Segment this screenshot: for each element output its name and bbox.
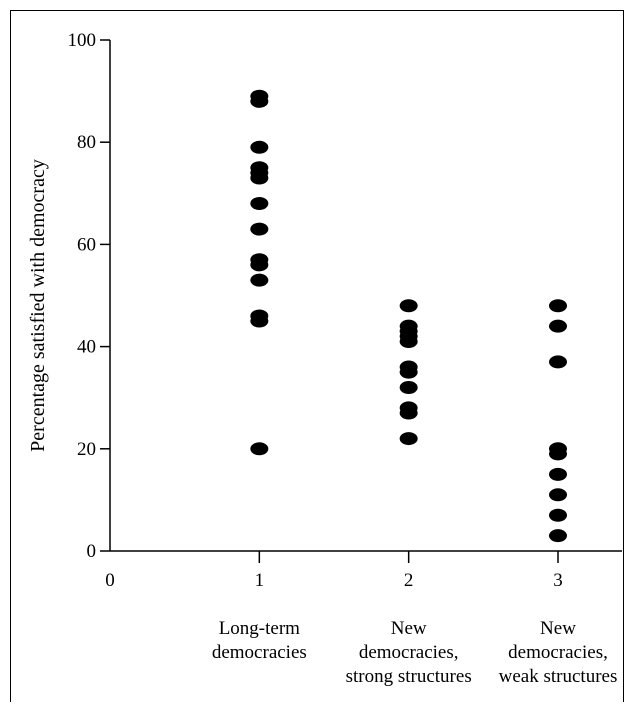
data-point [399,380,418,394]
category-label: Long-term democracies [212,618,307,663]
data-point [250,273,269,287]
data-point [549,355,567,369]
data-point [549,508,567,522]
data-point [250,171,269,185]
y-tick-label: 100 [68,30,97,51]
y-tick-label: 0 [87,541,97,562]
y-tick-label: 80 [77,132,96,153]
data-point [250,94,269,108]
data-point [549,488,567,502]
figure-frame [10,10,624,702]
y-tick-label: 20 [77,439,96,460]
axes [100,39,622,563]
data-point [549,529,567,543]
y-axis-title: Percentage satisfied with democracy [27,159,49,452]
data-point [250,222,269,236]
data-point [549,319,567,333]
data-point [399,334,418,348]
data-point [399,432,418,446]
x-tick-label: 0 [105,570,115,591]
data-point [250,442,269,456]
data-point [250,258,269,272]
data-point [399,299,418,313]
data-point [399,406,418,420]
data-point [549,467,567,481]
data-point [549,299,567,313]
data-point [250,197,269,211]
x-tick-label: 3 [553,570,563,591]
data-point [549,447,567,461]
data-points [250,89,567,543]
labels: 0 20 40 60 80 100 0 1 2 3 Long-term democracies New d… [27,30,617,687]
y-tick-label: 40 [77,337,96,358]
category-label: New democracies, strong structures [346,618,472,687]
x-tick-label: 1 [255,570,265,591]
data-point [399,365,418,379]
data-point [250,314,269,328]
data-point [250,140,269,154]
x-tick-label: 2 [404,570,414,591]
y-tick-label: 60 [77,234,96,255]
category-label: New democracies, weak structures [499,618,618,687]
